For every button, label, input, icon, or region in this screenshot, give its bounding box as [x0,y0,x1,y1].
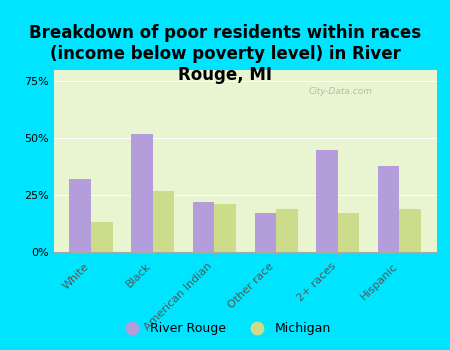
Text: City-Data.com: City-Data.com [309,88,373,96]
Bar [338,213,360,252]
Legend: River Rouge, Michigan: River Rouge, Michigan [114,317,336,340]
Bar [69,179,91,252]
Bar [91,223,112,252]
Bar [131,134,153,252]
Bar [400,209,421,252]
Bar [193,202,214,252]
Bar [153,190,174,252]
Bar [378,166,400,252]
Bar [276,209,298,252]
Bar [255,213,276,252]
Text: Breakdown of poor residents within races
(income below poverty level) in River
R: Breakdown of poor residents within races… [29,25,421,84]
Bar [214,204,236,252]
Bar [316,150,338,252]
